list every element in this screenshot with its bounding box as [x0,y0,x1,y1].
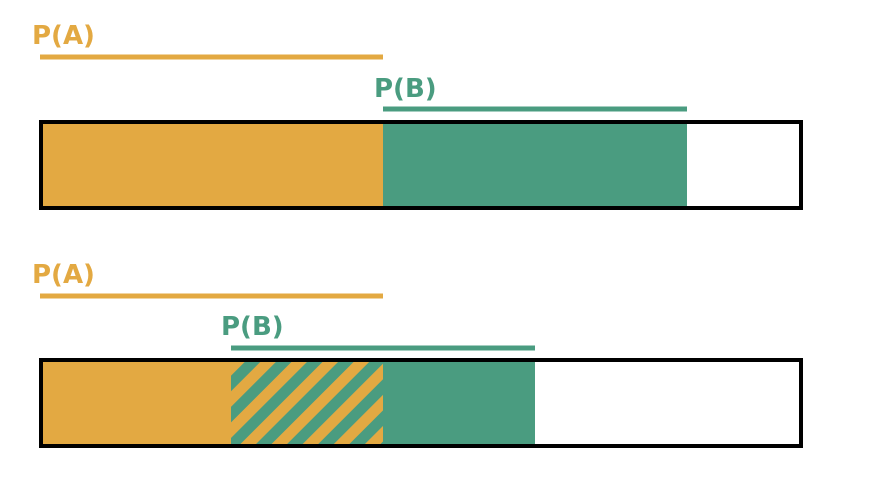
label-p-b: P(B) [221,312,284,342]
sample-space-bar [39,358,803,448]
label-p-b: P(B) [374,74,437,104]
panel-disjoint: P(A) P(B) [32,21,803,210]
segment-a-only [41,360,231,446]
segment-overlap-hatched [231,360,383,446]
segment-b [383,122,687,208]
label-p-a: P(A) [32,260,95,290]
panel-overlapping: P(A) P(B) [32,260,803,448]
segment-a [41,122,383,208]
label-p-a: P(A) [32,21,95,51]
sample-space-bar [39,120,803,210]
segment-b-only [383,360,535,446]
